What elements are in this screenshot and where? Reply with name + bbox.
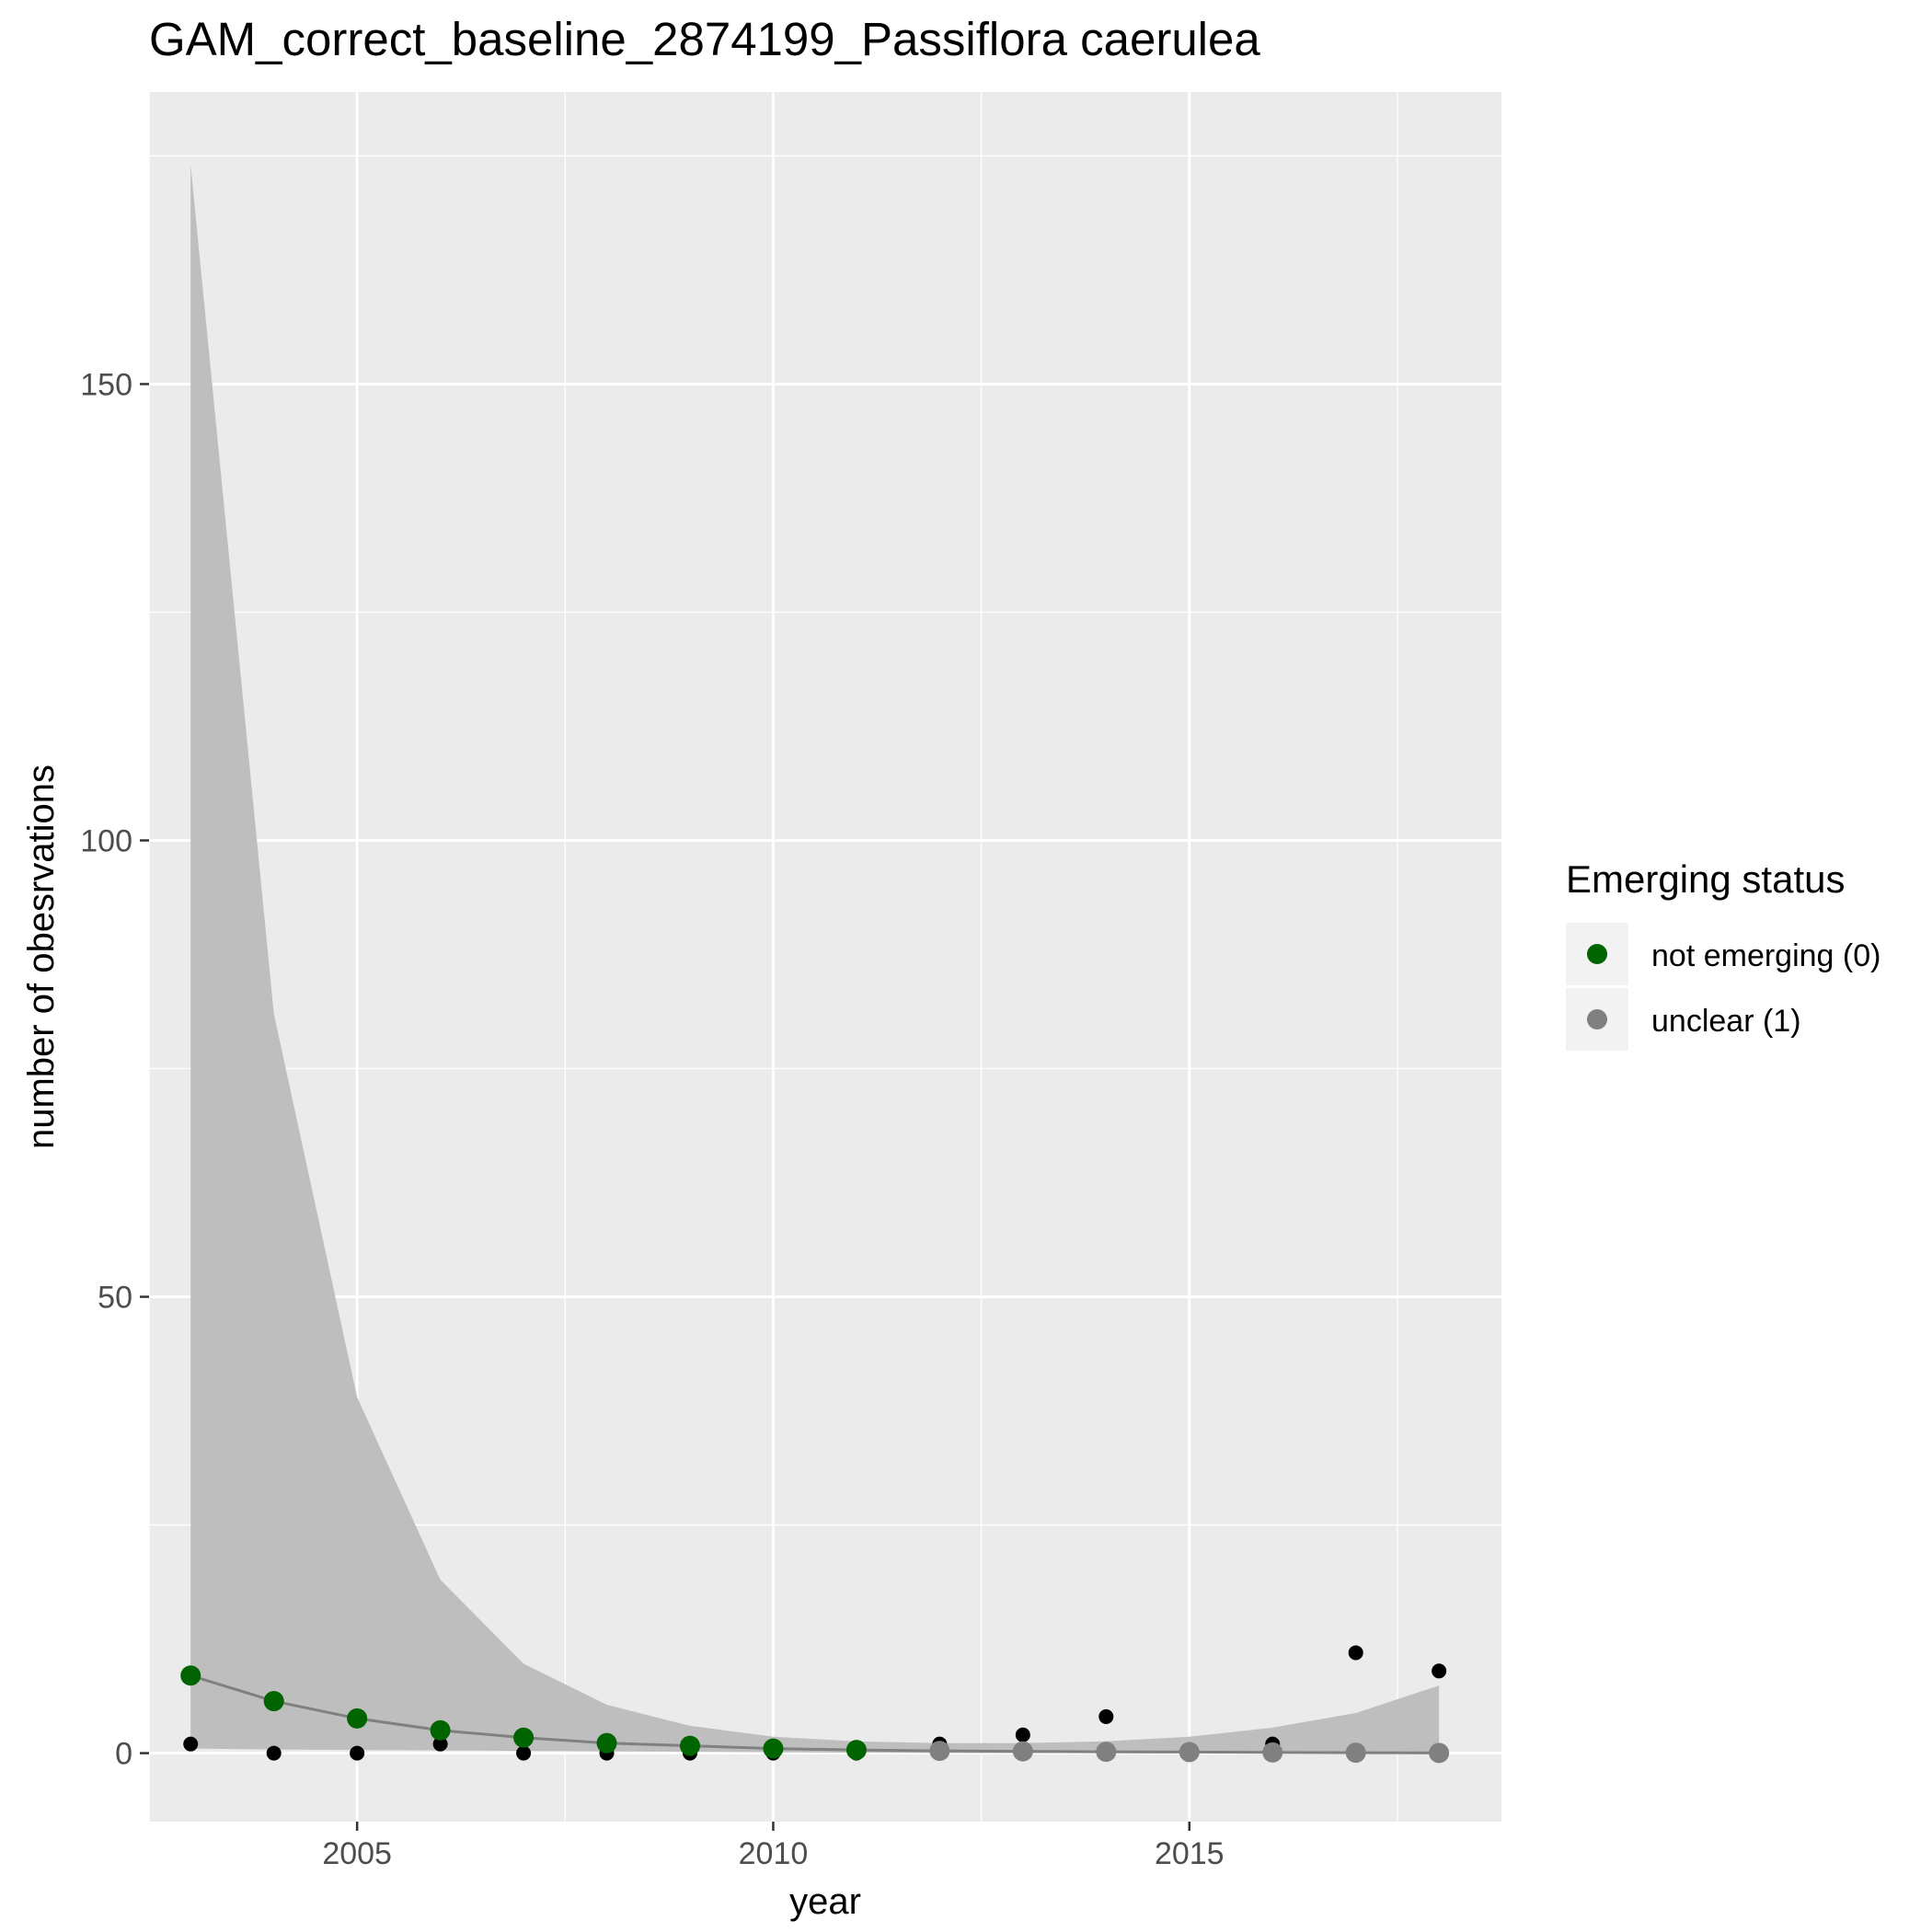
fitted-points-layer (180, 1665, 1450, 1764)
fitted-point (845, 1740, 867, 1761)
y-axis: 0 50 100 150 (80, 367, 149, 1772)
y-tick-label: 150 (80, 367, 132, 402)
observed-point (1348, 1645, 1363, 1661)
x-axis: 2005 2010 2015 (322, 1822, 1225, 1871)
x-axis-label: year (789, 1881, 861, 1922)
fitted-point (1262, 1742, 1283, 1763)
observed-point (1432, 1663, 1447, 1679)
observed-point (1098, 1708, 1114, 1724)
fitted-point (1429, 1742, 1450, 1764)
observed-point (516, 1745, 532, 1761)
confidence-band-layer (190, 165, 1440, 1754)
legend: Emerging status not emerging (0) unclear… (1566, 857, 1880, 1051)
x-tick-label: 2010 (739, 1836, 809, 1871)
legend-title: Emerging status (1566, 857, 1845, 901)
fitted-point (929, 1741, 950, 1762)
y-axis-label: number of obesrvations (21, 765, 62, 1149)
confidence-band (190, 165, 1440, 1754)
fitted-point (347, 1708, 368, 1729)
fitted-line (190, 1673, 1440, 1754)
observed-point (266, 1745, 282, 1761)
fitted-point (430, 1719, 451, 1741)
fitted-point (763, 1738, 784, 1759)
fitted-point (596, 1732, 617, 1754)
y-tick-label: 100 (80, 824, 132, 859)
fitted-point (180, 1665, 201, 1686)
y-tick-label: 0 (115, 1737, 132, 1772)
observed-point (1015, 1727, 1030, 1742)
major-grid (149, 92, 1501, 1822)
observed-point (350, 1745, 365, 1761)
x-tick-label: 2005 (322, 1836, 392, 1871)
legend-label-unclear: unclear (1) (1651, 1004, 1801, 1039)
fitted-point (263, 1691, 284, 1712)
x-tick-label: 2015 (1155, 1836, 1225, 1871)
y-tick-label: 50 (98, 1281, 132, 1316)
legend-label-not-emerging: not emerging (0) (1651, 938, 1880, 973)
legend-key-unclear (1587, 1009, 1607, 1029)
observed-point (183, 1736, 199, 1752)
fitted-point (1179, 1742, 1200, 1763)
legend-key-not-emerging (1587, 944, 1607, 964)
fitted-point (1345, 1742, 1366, 1764)
fitted-point (1096, 1742, 1117, 1763)
fitted-line-layer (190, 1673, 1440, 1754)
fitted-point (680, 1735, 700, 1756)
fitted-point (1012, 1741, 1033, 1762)
observed-point (432, 1736, 448, 1752)
fitted-point (513, 1727, 535, 1748)
chart-title: GAM_correct_baseline_2874199_Passiflora … (149, 13, 1260, 65)
